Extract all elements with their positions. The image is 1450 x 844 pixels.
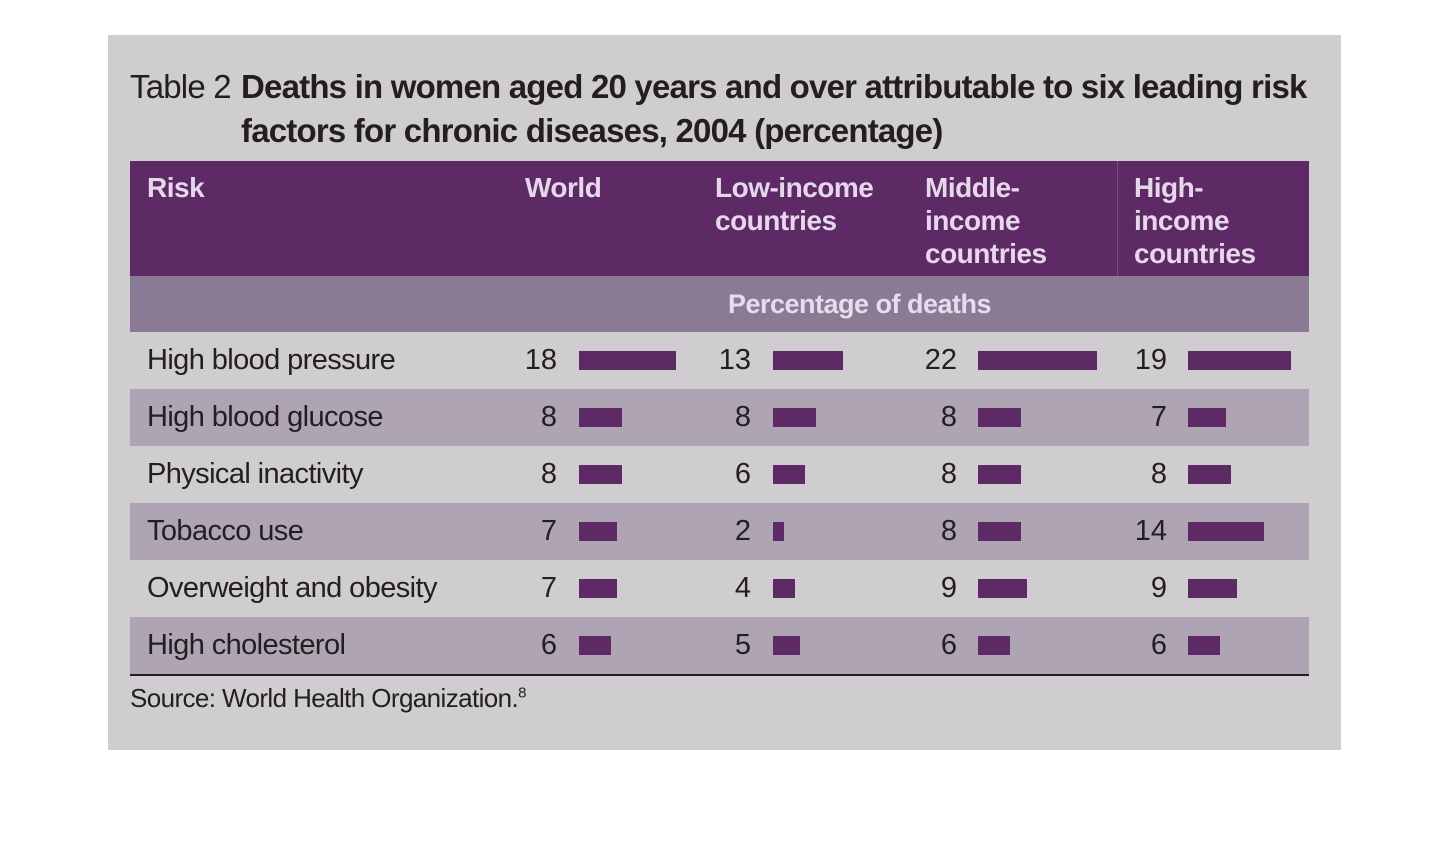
value-middle-income: 8 bbox=[940, 401, 957, 433]
bottom-rule bbox=[130, 674, 1309, 676]
source-note: Source: World Health Organization.8 bbox=[130, 683, 526, 714]
bar-world bbox=[579, 351, 676, 370]
bar-middle-income bbox=[978, 579, 1027, 598]
risk-label: High blood pressure bbox=[147, 344, 396, 376]
value-high-income: 19 bbox=[1134, 344, 1167, 376]
value-high-income: 8 bbox=[1150, 458, 1167, 490]
header-low-income: Low-income countries bbox=[715, 172, 874, 236]
header-divider bbox=[1117, 161, 1118, 276]
value-middle-income: 9 bbox=[940, 572, 957, 604]
table-row: Overweight and obesity 7 4 9 9 bbox=[130, 560, 1309, 617]
table-row: High blood glucose 8 8 8 7 bbox=[130, 389, 1309, 446]
data-table: Risk World Low-income countries Middle-i… bbox=[130, 161, 1309, 676]
bar-low-income bbox=[773, 636, 800, 655]
bar-low-income bbox=[773, 408, 816, 427]
table-row: Tobacco use 7 2 8 14 bbox=[130, 503, 1309, 560]
header-middle-income: Middle-income countries bbox=[925, 172, 1047, 269]
value-low-income: 8 bbox=[734, 401, 751, 433]
value-low-income: 6 bbox=[734, 458, 751, 490]
header-risk: Risk bbox=[147, 172, 205, 203]
table-body: High blood pressure 18 13 22 19 High blood gl… bbox=[130, 332, 1309, 674]
value-world: 8 bbox=[540, 401, 557, 433]
bar-middle-income bbox=[978, 636, 1010, 655]
source-ref: 8 bbox=[518, 684, 526, 702]
risk-label: Physical inactivity bbox=[147, 458, 363, 490]
table-number: Table 2 bbox=[130, 68, 232, 105]
bar-high-income bbox=[1188, 351, 1291, 370]
bar-world bbox=[579, 636, 611, 655]
subheader-label: Percentage of deaths bbox=[727, 289, 992, 319]
value-world: 6 bbox=[540, 629, 557, 661]
value-low-income: 4 bbox=[734, 572, 751, 604]
bar-low-income bbox=[773, 465, 805, 484]
bar-high-income bbox=[1188, 465, 1231, 484]
value-middle-income: 22 bbox=[924, 344, 957, 376]
value-high-income: 6 bbox=[1150, 629, 1167, 661]
header-world: World bbox=[525, 172, 602, 203]
value-high-income: 7 bbox=[1150, 401, 1167, 433]
table-row: Physical inactivity 8 6 8 8 bbox=[130, 446, 1309, 503]
bar-middle-income bbox=[978, 351, 1097, 370]
table-subheader: Percentage of deaths bbox=[130, 276, 1309, 332]
bar-middle-income bbox=[978, 522, 1021, 541]
risk-label: Overweight and obesity bbox=[147, 572, 437, 604]
value-low-income: 5 bbox=[734, 629, 751, 661]
value-high-income: 9 bbox=[1150, 572, 1167, 604]
bar-high-income bbox=[1188, 408, 1226, 427]
bar-middle-income bbox=[978, 408, 1021, 427]
table-row: High blood pressure 18 13 22 19 bbox=[130, 332, 1309, 389]
value-high-income: 14 bbox=[1134, 515, 1167, 547]
value-low-income: 13 bbox=[718, 344, 751, 376]
value-world: 8 bbox=[540, 458, 557, 490]
value-world: 7 bbox=[540, 572, 557, 604]
table-panel: Table 2 Deaths in women aged 20 years an… bbox=[108, 35, 1341, 750]
value-middle-income: 8 bbox=[940, 458, 957, 490]
bar-high-income bbox=[1188, 522, 1264, 541]
bar-low-income bbox=[773, 579, 795, 598]
value-world: 18 bbox=[524, 344, 557, 376]
bar-middle-income bbox=[978, 465, 1021, 484]
risk-label: Tobacco use bbox=[147, 515, 304, 547]
table-title-text: Deaths in women aged 20 years and over a… bbox=[241, 68, 1307, 149]
bar-low-income bbox=[773, 522, 784, 541]
value-low-income: 2 bbox=[734, 515, 751, 547]
table-row: High cholesterol 6 5 6 6 bbox=[130, 617, 1309, 674]
risk-label: High blood glucose bbox=[147, 401, 383, 433]
bar-low-income bbox=[773, 351, 843, 370]
bar-world bbox=[579, 579, 617, 598]
bar-high-income bbox=[1188, 636, 1220, 655]
table-header: Risk World Low-income countries Middle-i… bbox=[130, 161, 1309, 276]
value-middle-income: 6 bbox=[940, 629, 957, 661]
value-world: 7 bbox=[540, 515, 557, 547]
risk-label: High cholesterol bbox=[147, 629, 346, 661]
bar-world bbox=[579, 465, 622, 484]
value-middle-income: 8 bbox=[940, 515, 957, 547]
bar-high-income bbox=[1188, 579, 1237, 598]
source-text: Source: World Health Organization. bbox=[130, 683, 519, 713]
bar-world bbox=[579, 408, 622, 427]
header-high-income: High-income countries bbox=[1134, 172, 1256, 269]
bar-world bbox=[579, 522, 617, 541]
